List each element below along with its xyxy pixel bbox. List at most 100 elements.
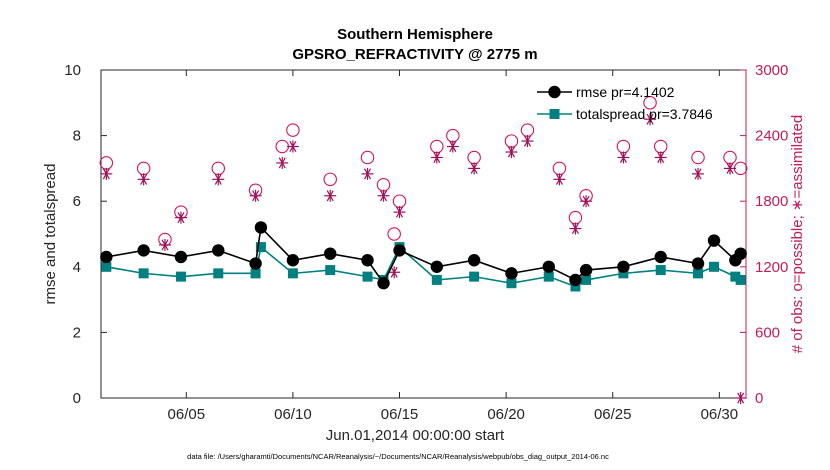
x-tick-label: 06/05	[168, 406, 206, 423]
rmse-point	[691, 257, 705, 270]
chart-title-line1: Southern Hemisphere	[337, 26, 493, 43]
y-tick-label-right: 2400	[755, 128, 788, 145]
assimilated-point	[446, 140, 459, 153]
assimilated-point	[174, 211, 187, 224]
x-tick-label: 06/15	[381, 406, 419, 423]
rmse-point	[249, 257, 262, 270]
rmse-point	[212, 244, 225, 257]
y-tick-label-right: 1200	[755, 259, 788, 276]
possible-point	[275, 139, 289, 154]
y-tick-label-left: 4	[73, 259, 81, 276]
totalspread-point	[469, 271, 480, 282]
possible-point	[99, 156, 114, 170]
assimilated-point	[276, 156, 289, 169]
possible-point	[323, 172, 337, 187]
assimilated-point	[724, 162, 737, 175]
possible-point	[430, 139, 444, 154]
chart-title-line2: GPSRO_REFRACTIVITY @ 2775 m	[292, 46, 537, 63]
legend-label: totalspread pr=3.7846	[576, 106, 713, 122]
rmse-point	[569, 273, 582, 287]
totalspread-point	[570, 281, 581, 292]
possible-point	[643, 96, 657, 110]
rmse-point	[707, 234, 721, 247]
possible-point	[568, 210, 583, 225]
totalspread-point	[730, 271, 741, 282]
possible-point	[723, 150, 737, 165]
y-axis-label-right: # of obs: o=possible; ∗=assimilated	[789, 115, 806, 354]
y-tick-label-right: 1800	[755, 193, 788, 210]
totalspread-point	[618, 268, 629, 279]
rmse-point	[174, 250, 188, 264]
rmse-point	[324, 247, 337, 260]
y-tick-label-left: 10	[64, 62, 81, 79]
assimilated-point	[377, 189, 390, 202]
assimilated-point	[361, 167, 374, 180]
assimilated-point	[580, 195, 593, 208]
totalspread-point	[213, 268, 224, 279]
possible-point	[136, 161, 151, 176]
totalspread-point	[101, 261, 112, 272]
possible-point	[733, 161, 748, 176]
totalspread-point	[138, 268, 149, 279]
y-tick-label-right: 0	[755, 390, 763, 407]
possible-point	[360, 150, 375, 165]
rmse-point	[654, 250, 667, 264]
rmse-point	[542, 260, 555, 273]
assimilated-point	[388, 266, 401, 279]
possible-point	[392, 194, 407, 208]
totalspread-point	[175, 271, 186, 282]
assimilated-point	[692, 167, 705, 180]
plot-area: 06/05 06/10 06/15 06/20 06/25 06/30 0 2 4 6 8 10 0 60…	[64, 62, 788, 423]
rmse-point	[377, 277, 390, 290]
totalspread-point	[325, 265, 336, 276]
possible-point	[211, 161, 226, 176]
totalspread-point	[431, 274, 442, 285]
totalspread-point	[543, 271, 554, 282]
assimilated-point	[286, 140, 299, 153]
totalspread-point	[362, 271, 373, 282]
possible-point	[286, 123, 300, 137]
totalspread-point	[709, 261, 720, 272]
assimilated-point	[158, 238, 171, 251]
y-tick-label-left: 2	[73, 324, 81, 341]
assimilated-point	[505, 146, 518, 158]
assimilated-point	[468, 162, 481, 175]
y-tick-label-left: 6	[73, 193, 81, 210]
possible-point	[616, 139, 631, 154]
totalspread-point	[693, 268, 704, 279]
possible-point	[467, 150, 481, 165]
rmse-point	[100, 250, 113, 264]
assimilated-point	[100, 167, 113, 180]
possible-point	[446, 128, 460, 143]
possible-point	[552, 161, 567, 176]
rmse-point	[430, 260, 444, 273]
assimilated-point	[617, 151, 630, 164]
assimilated-point	[654, 151, 667, 164]
legend-marker-totalspread	[549, 109, 560, 119]
legend-marker-rmse	[548, 85, 561, 99]
possible-point	[504, 134, 519, 148]
assimilated-point	[734, 392, 747, 404]
x-tick-label: 06/10	[274, 406, 312, 423]
assimilated-point	[430, 151, 443, 164]
totalspread-point	[581, 274, 592, 285]
possible-point	[376, 178, 391, 192]
rmse-point	[617, 260, 630, 273]
assimilated-point	[521, 135, 534, 148]
y-axis-label-left: rmse and totalspread	[42, 164, 59, 305]
x-tick-label: 06/30	[701, 406, 739, 423]
rmse-point	[579, 263, 593, 277]
rmse-point	[254, 221, 268, 234]
assimilated-point	[212, 173, 225, 186]
possible-point	[387, 227, 401, 241]
rmse-point	[393, 244, 406, 257]
assimilated-point	[249, 189, 262, 202]
y-tick-label-right: 3000	[755, 62, 788, 79]
assimilated-point	[324, 189, 337, 202]
x-tick-label: 06/20	[487, 406, 525, 423]
rmse-point	[467, 254, 481, 267]
y-tick-label-right: 600	[755, 324, 780, 341]
possible-point	[691, 150, 705, 165]
totalspread-point	[735, 274, 746, 285]
